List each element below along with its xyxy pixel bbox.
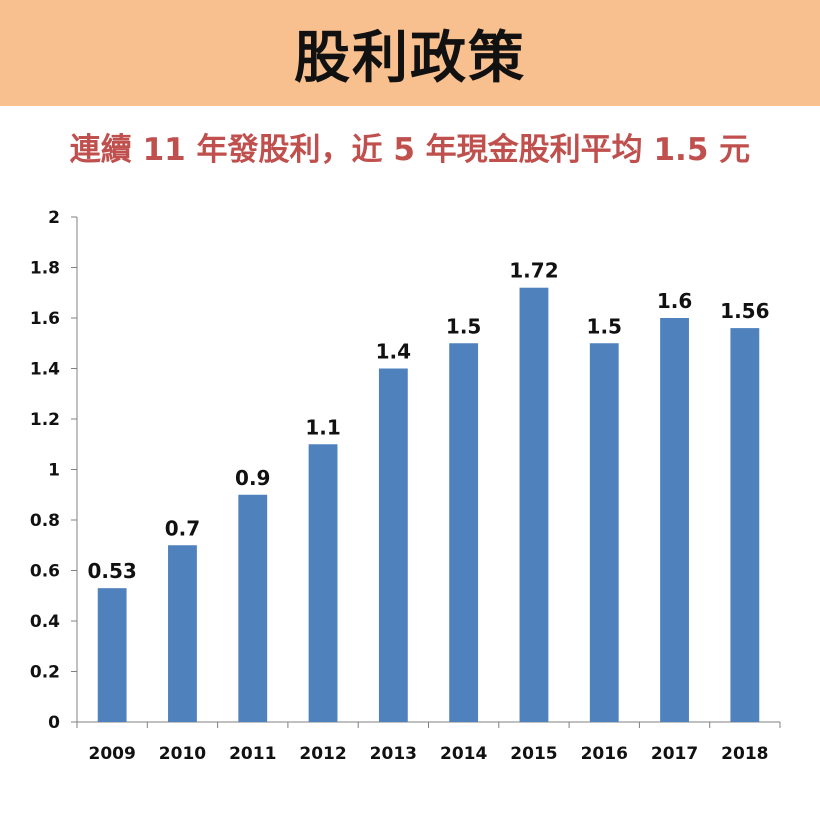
bar-2010: [168, 545, 197, 722]
data-label-2012: 1.1: [305, 415, 340, 439]
bar-2015: [519, 287, 549, 722]
bar-2014: [449, 343, 479, 722]
bar-2011: [238, 494, 268, 722]
bar-2013: [378, 368, 408, 722]
y-tick-label: 1.2: [30, 410, 60, 430]
data-label-2018: 1.56: [720, 299, 769, 323]
y-tick-label: 1.8: [30, 259, 60, 279]
y-tick-label: 0.4: [30, 612, 60, 632]
title-banner: 股利政策: [0, 0, 820, 106]
bar-2009: [97, 588, 127, 722]
data-label-2009: 0.53: [87, 559, 136, 583]
y-tick-label: 2: [48, 208, 60, 228]
x-tick-label-2017: 2017: [651, 744, 698, 764]
data-label-2015: 1.72: [509, 259, 558, 283]
data-label-2011: 0.9: [235, 466, 270, 490]
data-label-2010: 0.7: [165, 516, 200, 540]
data-label-2013: 1.4: [376, 340, 411, 364]
x-tick-label-2012: 2012: [299, 744, 346, 764]
page-title: 股利政策: [294, 25, 526, 91]
x-tick-label-2009: 2009: [88, 744, 135, 764]
y-tick-label: 1.6: [30, 309, 60, 329]
y-tick-label: 0.6: [30, 562, 60, 582]
x-tick-label-2013: 2013: [370, 744, 417, 764]
x-tick-label-2014: 2014: [440, 744, 487, 764]
x-tick-label-2016: 2016: [581, 744, 628, 764]
y-tick-label: 0: [48, 713, 60, 733]
bar-2012: [308, 444, 338, 722]
x-tick-label-2018: 2018: [721, 744, 768, 764]
y-tick-label: 1: [48, 461, 60, 481]
data-label-2014: 1.5: [446, 314, 481, 338]
bar-2018: [730, 328, 760, 722]
data-label-2017: 1.6: [657, 289, 692, 313]
y-tick-label: 0.8: [30, 511, 60, 531]
data-label-2016: 1.5: [587, 314, 622, 338]
x-tick-label-2015: 2015: [510, 744, 557, 764]
y-tick-label: 0.2: [30, 663, 60, 683]
bar-2016: [589, 343, 619, 722]
y-tick-label: 1.4: [30, 360, 60, 380]
x-tick-label-2011: 2011: [229, 744, 276, 764]
bar-2017: [660, 318, 689, 722]
chart-subtitle: 連續 11 年發股利，近 5 年現金股利平均 1.5 元: [69, 132, 751, 168]
x-tick-label-2010: 2010: [159, 744, 206, 764]
